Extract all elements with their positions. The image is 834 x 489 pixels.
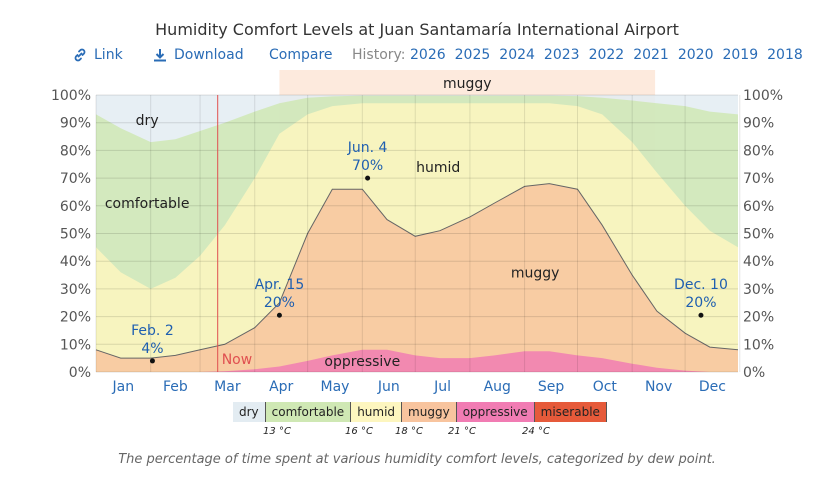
- y-tick-label-left: 100%: [51, 88, 91, 104]
- threshold-label: 13 °C: [263, 426, 291, 437]
- annotation-date: Feb. 2: [131, 323, 174, 339]
- area-label-comfortable: comfortable: [105, 196, 190, 212]
- humidity-chart: muggy 0% 0% 10% 10% 20% 20% 30% 30% 40% 40% 50% 50% 6…: [51, 70, 783, 395]
- y-tick-label-right: 80%: [743, 143, 774, 159]
- x-tick-label: May: [321, 379, 350, 395]
- history-year-link[interactable]: 2024: [499, 47, 535, 63]
- threshold-label: 24 °C: [522, 426, 550, 437]
- y-tick-label-right: 50%: [743, 227, 774, 243]
- y-tick-label-left: 20%: [60, 310, 91, 326]
- legend-item-comfortable: comfortable: [265, 402, 352, 422]
- legend: dry comfortable humid muggy oppressive m…: [233, 402, 607, 422]
- area-muggy: [96, 183, 738, 372]
- y-tick-label-left: 40%: [60, 254, 91, 270]
- y-tick-label-left: 90%: [60, 116, 91, 132]
- y-tick-label-left: 70%: [60, 171, 91, 187]
- history-year-link[interactable]: 2025: [454, 47, 491, 63]
- threshold-label: 16 °C: [345, 426, 373, 437]
- link-label: Link: [94, 47, 123, 63]
- y-tick-label-right: 0%: [743, 365, 765, 381]
- x-tick-label: Apr: [269, 379, 293, 395]
- annotation-value: 20%: [685, 295, 716, 311]
- area-oppressive: [96, 349, 738, 372]
- y-tick-label-left: 0%: [69, 365, 91, 381]
- compare-button[interactable]: Compare: [269, 47, 333, 63]
- history-year-link[interactable]: 2019: [722, 47, 759, 63]
- y-tick-label-right: 40%: [743, 254, 774, 270]
- annotation-point: [698, 312, 704, 318]
- x-tick-label: Dec: [699, 379, 726, 395]
- y-tick-label-right: 70%: [743, 171, 774, 187]
- history-year-link[interactable]: 2021: [633, 47, 669, 63]
- x-tick-label: Nov: [645, 379, 672, 395]
- history-year-link[interactable]: 2020: [677, 47, 714, 63]
- download-icon: [152, 47, 168, 63]
- annotation-date: Apr. 15: [255, 277, 305, 293]
- y-tick-label-right: 10%: [743, 337, 774, 353]
- history-year-link[interactable]: 2018: [767, 47, 803, 63]
- legend-thresholds: 13 °C 16 °C 18 °C 21 °C 24 °C: [0, 426, 834, 440]
- x-tick-label: Jan: [112, 379, 135, 395]
- download-label: Download: [174, 47, 244, 63]
- x-tick-label: Sep: [538, 379, 565, 395]
- history-years: 2026 2025 2024 2023 2022 2021 2020 2019 …: [410, 47, 803, 63]
- chart-caption: The percentage of time spent at various …: [118, 452, 716, 467]
- x-tick-label: Aug: [484, 379, 511, 395]
- y-tick-label-right: 30%: [743, 282, 774, 298]
- legend-item-oppressive: oppressive: [456, 402, 535, 422]
- x-tick-label: Feb: [163, 379, 188, 395]
- y-tick-label-right: 60%: [743, 199, 774, 215]
- x-tick-label: Jun: [377, 379, 400, 395]
- y-tick-label-right: 100%: [743, 88, 783, 104]
- annotation-point: [149, 358, 155, 364]
- annotation-value: 70%: [352, 158, 383, 174]
- muggy-boundary-line: [95, 183, 739, 359]
- annotation-point: [276, 312, 282, 318]
- y-tick-label-left: 50%: [60, 227, 91, 243]
- y-tick-label-right: 20%: [743, 310, 774, 326]
- history-year-link[interactable]: 2023: [543, 47, 580, 63]
- highlight-band-label: muggy: [443, 76, 492, 92]
- history-label: History:: [352, 47, 406, 63]
- annotation-date: Jun. 4: [347, 140, 388, 156]
- now-label: Now: [222, 352, 253, 368]
- history-year-link[interactable]: 2022: [588, 47, 625, 63]
- link-button[interactable]: Link: [72, 47, 123, 63]
- compare-label: Compare: [269, 47, 333, 63]
- link-icon: [72, 47, 88, 63]
- y-tick-label-left: 10%: [60, 337, 91, 353]
- x-tick-label: Mar: [214, 379, 241, 395]
- area-label-dry: dry: [136, 113, 159, 129]
- y-tick-label-left: 60%: [60, 199, 91, 215]
- legend-item-muggy: muggy: [402, 402, 457, 422]
- legend-item-miserable: miserable: [534, 402, 607, 422]
- area-label-oppressive: oppressive: [324, 354, 400, 370]
- threshold-label: 18 °C: [395, 426, 423, 437]
- area-label-humid: humid: [416, 160, 460, 176]
- area-label-muggy: muggy: [511, 265, 560, 281]
- history-year-link[interactable]: 2026: [410, 47, 446, 63]
- toolbar: Link Download Compare History: 2026 2025…: [0, 47, 834, 67]
- threshold-label: 21 °C: [448, 426, 476, 437]
- annotation-point: [365, 175, 371, 181]
- y-tick-label-left: 80%: [60, 143, 91, 159]
- x-tick-label: Jul: [433, 379, 451, 395]
- legend-item-dry: dry: [233, 402, 266, 422]
- legend-item-humid: humid: [351, 402, 403, 422]
- chart-title: Humidity Comfort Levels at Juan Santamar…: [155, 20, 679, 39]
- annotation-value: 4%: [141, 341, 163, 357]
- y-tick-label-right: 90%: [743, 116, 774, 132]
- annotation-date: Dec. 10: [674, 277, 728, 293]
- y-tick-label-left: 30%: [60, 282, 91, 298]
- x-tick-label: Oct: [593, 379, 618, 395]
- annotation-value: 20%: [264, 295, 295, 311]
- download-button[interactable]: Download: [152, 47, 244, 63]
